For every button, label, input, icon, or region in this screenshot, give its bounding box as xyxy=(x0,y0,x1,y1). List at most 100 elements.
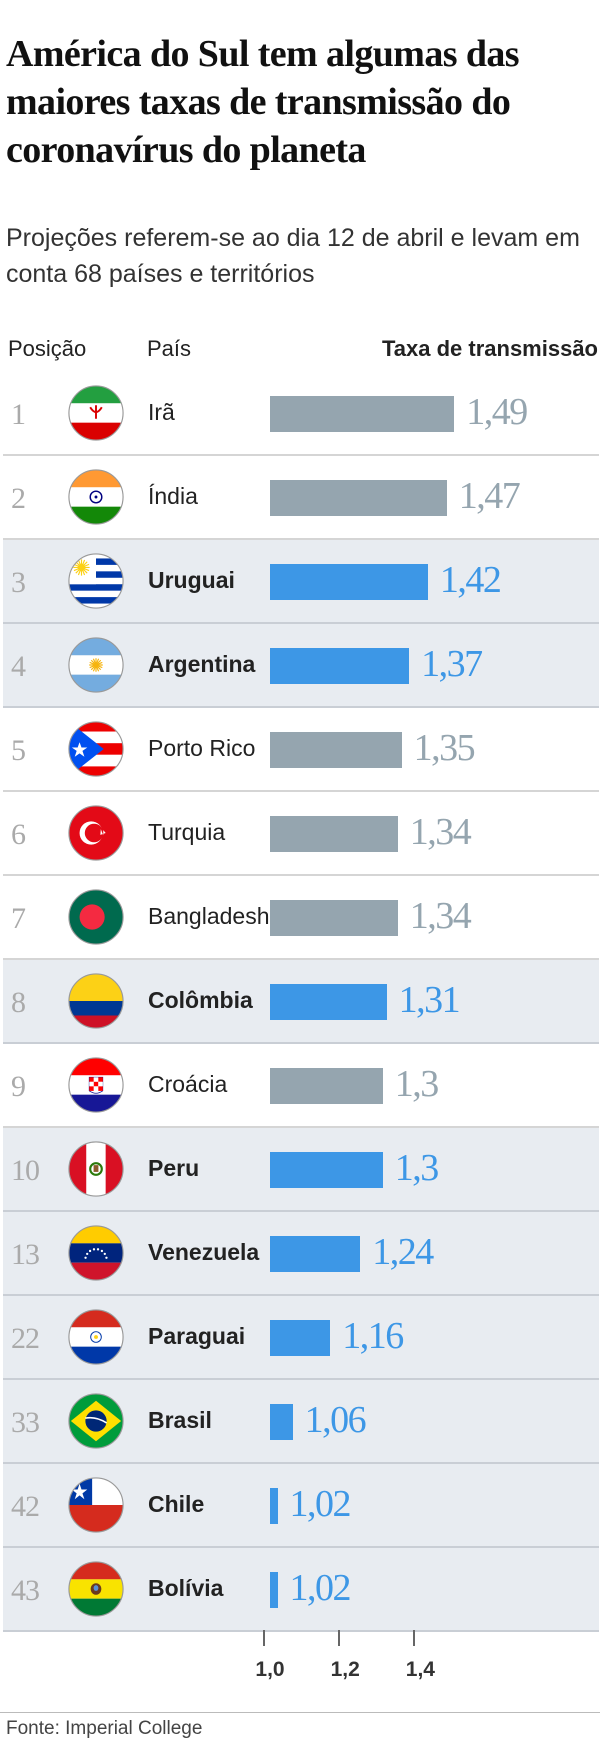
rank-number: 2 xyxy=(11,482,26,515)
transmission-bar xyxy=(270,732,402,768)
country-name: Croácia xyxy=(148,1071,228,1097)
chart-title: América do Sul tem algumas das maiores t… xyxy=(6,33,520,171)
venezuela-flag-icon xyxy=(67,1224,125,1282)
rank-number: 6 xyxy=(11,818,26,851)
rank-number: 22 xyxy=(11,1322,40,1355)
table-row: 3 Uruguai 1,42 xyxy=(3,540,599,624)
table-row: 4 Argentina 1,37 xyxy=(3,624,599,708)
x-tick-label: 1,2 xyxy=(330,1658,360,1681)
transmission-bar xyxy=(270,900,398,936)
value-label: 1,02 xyxy=(289,1567,352,1609)
iran-flag-icon xyxy=(67,384,125,442)
ranking-table: 1 Irã 1,49 2 Índia 1,47 3 Uruguai 1,42 4 Argentina… xyxy=(3,372,599,1632)
column-header-country: País xyxy=(147,336,192,361)
value-label: 1,02 xyxy=(289,1483,352,1525)
country-name: Bolívia xyxy=(148,1575,224,1601)
rank-number: 1 xyxy=(11,398,26,431)
bolivia-flag-icon xyxy=(67,1560,125,1618)
india-flag-icon xyxy=(67,468,125,526)
puerto-rico-flag-icon xyxy=(67,720,125,778)
country-name: Colômbia xyxy=(148,987,253,1013)
argentina-flag-icon xyxy=(67,636,125,694)
value-label: 1,24 xyxy=(372,1231,434,1273)
x-axis: 1,0 1,2 1,4 xyxy=(0,1630,600,1690)
transmission-bar xyxy=(270,480,447,516)
rank-number: 33 xyxy=(11,1406,40,1439)
x-tick xyxy=(413,1630,416,1646)
country-name: Peru xyxy=(148,1155,200,1181)
uruguay-flag-icon xyxy=(67,552,125,610)
table-row: 13 Venezuela 1,24 xyxy=(3,1212,599,1296)
rank-number: 8 xyxy=(11,986,26,1019)
rank-number: 43 xyxy=(11,1574,40,1607)
table-row: 43 Bolívia 1,02 xyxy=(3,1548,599,1632)
country-name: Porto Rico xyxy=(148,735,256,761)
transmission-bar xyxy=(270,1068,383,1104)
rank-number: 10 xyxy=(11,1154,40,1187)
brazil-flag-icon xyxy=(67,1392,125,1450)
country-name: Índia xyxy=(148,483,198,509)
table-row: 8 Colômbia 1,31 xyxy=(3,960,599,1044)
table-row: 10 Peru 1,3 xyxy=(3,1128,599,1212)
table-row: 42 Chile 1,02 xyxy=(3,1464,599,1548)
x-tick-label: 1,4 xyxy=(405,1658,435,1681)
chile-flag-icon xyxy=(67,1476,125,1534)
colombia-flag-icon xyxy=(67,972,125,1030)
rank-number: 42 xyxy=(11,1490,40,1523)
croatia-flag-icon xyxy=(67,1056,125,1114)
country-name: Brasil xyxy=(148,1407,212,1433)
transmission-bar xyxy=(270,396,455,432)
country-name: Argentina xyxy=(148,651,256,677)
x-tick-label: 1,0 xyxy=(255,1658,285,1681)
table-row: 33 Brasil 1,06 xyxy=(3,1380,599,1464)
country-name: Chile xyxy=(148,1491,205,1517)
transmission-bar xyxy=(270,984,387,1020)
table-row: 7 Bangladesh 1,34 xyxy=(3,876,599,960)
country-name: Turquia xyxy=(148,819,226,845)
column-header-rank: Posição xyxy=(8,336,87,361)
country-name: Uruguai xyxy=(148,567,235,593)
value-label: 1,37 xyxy=(421,643,483,685)
country-name: Bangladesh xyxy=(148,903,270,929)
value-label: 1,31 xyxy=(398,979,461,1021)
rank-number: 7 xyxy=(11,902,26,935)
rank-number: 4 xyxy=(11,650,26,683)
table-row: 2 Índia 1,47 xyxy=(3,456,599,540)
value-label: 1,3 xyxy=(394,1147,440,1189)
table-row: 5 Porto Rico 1,35 xyxy=(3,708,599,792)
transmission-bar xyxy=(270,648,410,684)
turkey-flag-icon xyxy=(67,804,125,862)
paraguay-flag-icon xyxy=(67,1308,125,1366)
country-name: Paraguai xyxy=(148,1323,246,1349)
table-row: 1 Irã 1,49 xyxy=(3,372,599,456)
value-label: 1,34 xyxy=(409,895,472,937)
transmission-bar xyxy=(270,1236,361,1272)
column-header-rate: Taxa de transmissão xyxy=(381,336,598,361)
value-label: 1,42 xyxy=(439,559,502,601)
peru-flag-icon xyxy=(67,1140,125,1198)
table-row: 22 Paraguai 1,16 xyxy=(3,1296,599,1380)
country-name: Irã xyxy=(148,399,175,425)
value-label: 1,06 xyxy=(304,1399,367,1441)
country-name: Venezuela xyxy=(148,1239,260,1265)
rank-number: 9 xyxy=(11,1070,26,1103)
transmission-bar xyxy=(270,1320,331,1356)
source-note: Fonte: Imperial College xyxy=(6,1718,203,1739)
x-tick xyxy=(263,1630,265,1646)
table-row: 9 Croácia 1,3 xyxy=(3,1044,599,1128)
chart-subtitle: Projeções referem-se ao dia 12 de abril … xyxy=(6,224,580,288)
table-row: 6 Turquia 1,34 xyxy=(3,792,599,876)
transmission-bar xyxy=(270,816,398,852)
rank-number: 5 xyxy=(11,734,26,767)
x-tick xyxy=(338,1630,341,1646)
transmission-bar xyxy=(270,1152,383,1188)
value-label: 1,16 xyxy=(342,1315,404,1357)
footer-divider xyxy=(0,1712,600,1713)
value-label: 1,3 xyxy=(394,1063,440,1105)
transmission-bar xyxy=(270,1572,278,1608)
value-label: 1,49 xyxy=(466,391,528,433)
value-label: 1,34 xyxy=(409,811,472,853)
rank-number: 13 xyxy=(11,1238,40,1271)
bangladesh-flag-icon xyxy=(67,888,125,946)
rank-number: 3 xyxy=(11,566,26,599)
